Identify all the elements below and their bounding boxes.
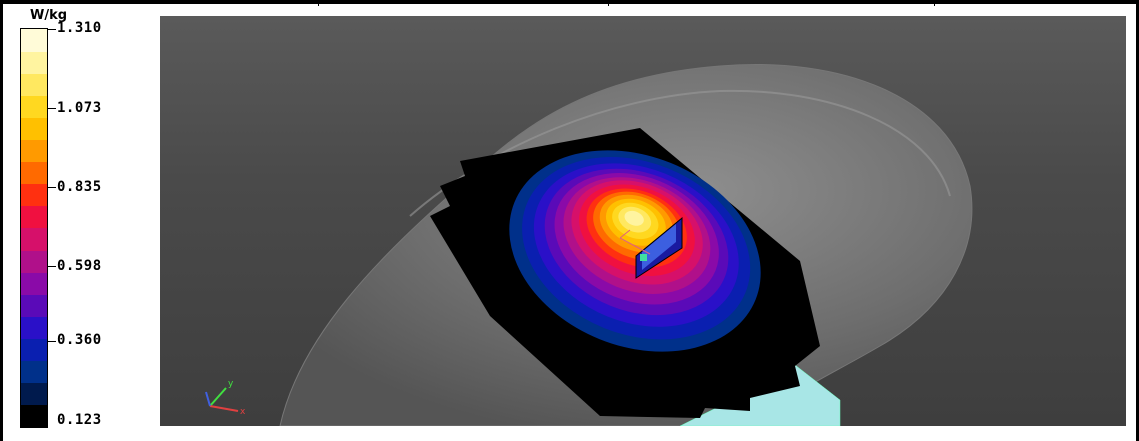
legend-swatch <box>21 139 47 163</box>
legend-tick-mark <box>48 29 56 30</box>
column-divider <box>318 0 319 6</box>
legend-unit: W/kg <box>30 8 68 23</box>
legend-swatch <box>21 205 47 229</box>
legend-swatch <box>21 360 47 384</box>
legend-tick-mark <box>48 108 56 109</box>
zoom-scan-cube <box>619 216 683 279</box>
legend-tick: 1.073 <box>57 100 102 116</box>
legend-tick-max: 1.310 <box>57 20 102 36</box>
color-legend: W/kg 1.310 1.073 0.835 0.598 0.360 0.123 <box>10 6 155 436</box>
3d-viewport[interactable]: y x <box>160 16 1126 426</box>
legend-tick: 0.360 <box>57 332 102 348</box>
legend-swatch <box>21 272 47 295</box>
column-divider <box>608 0 609 6</box>
legend-tick: 0.598 <box>57 258 102 274</box>
left-border <box>0 0 3 441</box>
legend-swatch <box>21 73 47 96</box>
legend-swatch <box>21 338 47 362</box>
legend-swatch <box>21 117 47 141</box>
legend-swatch <box>21 161 47 185</box>
axis-y-label: y <box>228 379 234 389</box>
top-border <box>0 0 1139 4</box>
axis-x-label: x <box>240 407 246 417</box>
legend-tick-min: 0.123 <box>57 412 102 428</box>
legend-swatch <box>21 316 47 340</box>
legend-tick: 0.835 <box>57 179 102 195</box>
right-border <box>1136 0 1139 441</box>
legend-color-bar <box>20 28 48 428</box>
legend-swatch <box>21 95 47 118</box>
legend-tick-mark <box>48 341 56 342</box>
legend-swatch <box>21 250 47 273</box>
column-divider <box>934 0 935 6</box>
phantom-scene: y x <box>205 64 973 426</box>
legend-tick-mark <box>48 187 56 188</box>
legend-swatch <box>21 294 47 317</box>
legend-swatch <box>21 29 47 52</box>
legend-swatch <box>21 228 47 251</box>
legend-swatch <box>21 51 47 74</box>
legend-swatch <box>21 183 47 207</box>
legend-swatch <box>21 382 47 406</box>
axis-triad-icon: y x <box>205 379 246 417</box>
sar-contours <box>509 150 761 352</box>
legend-swatch <box>21 404 47 428</box>
legend-tick-mark <box>48 266 56 267</box>
